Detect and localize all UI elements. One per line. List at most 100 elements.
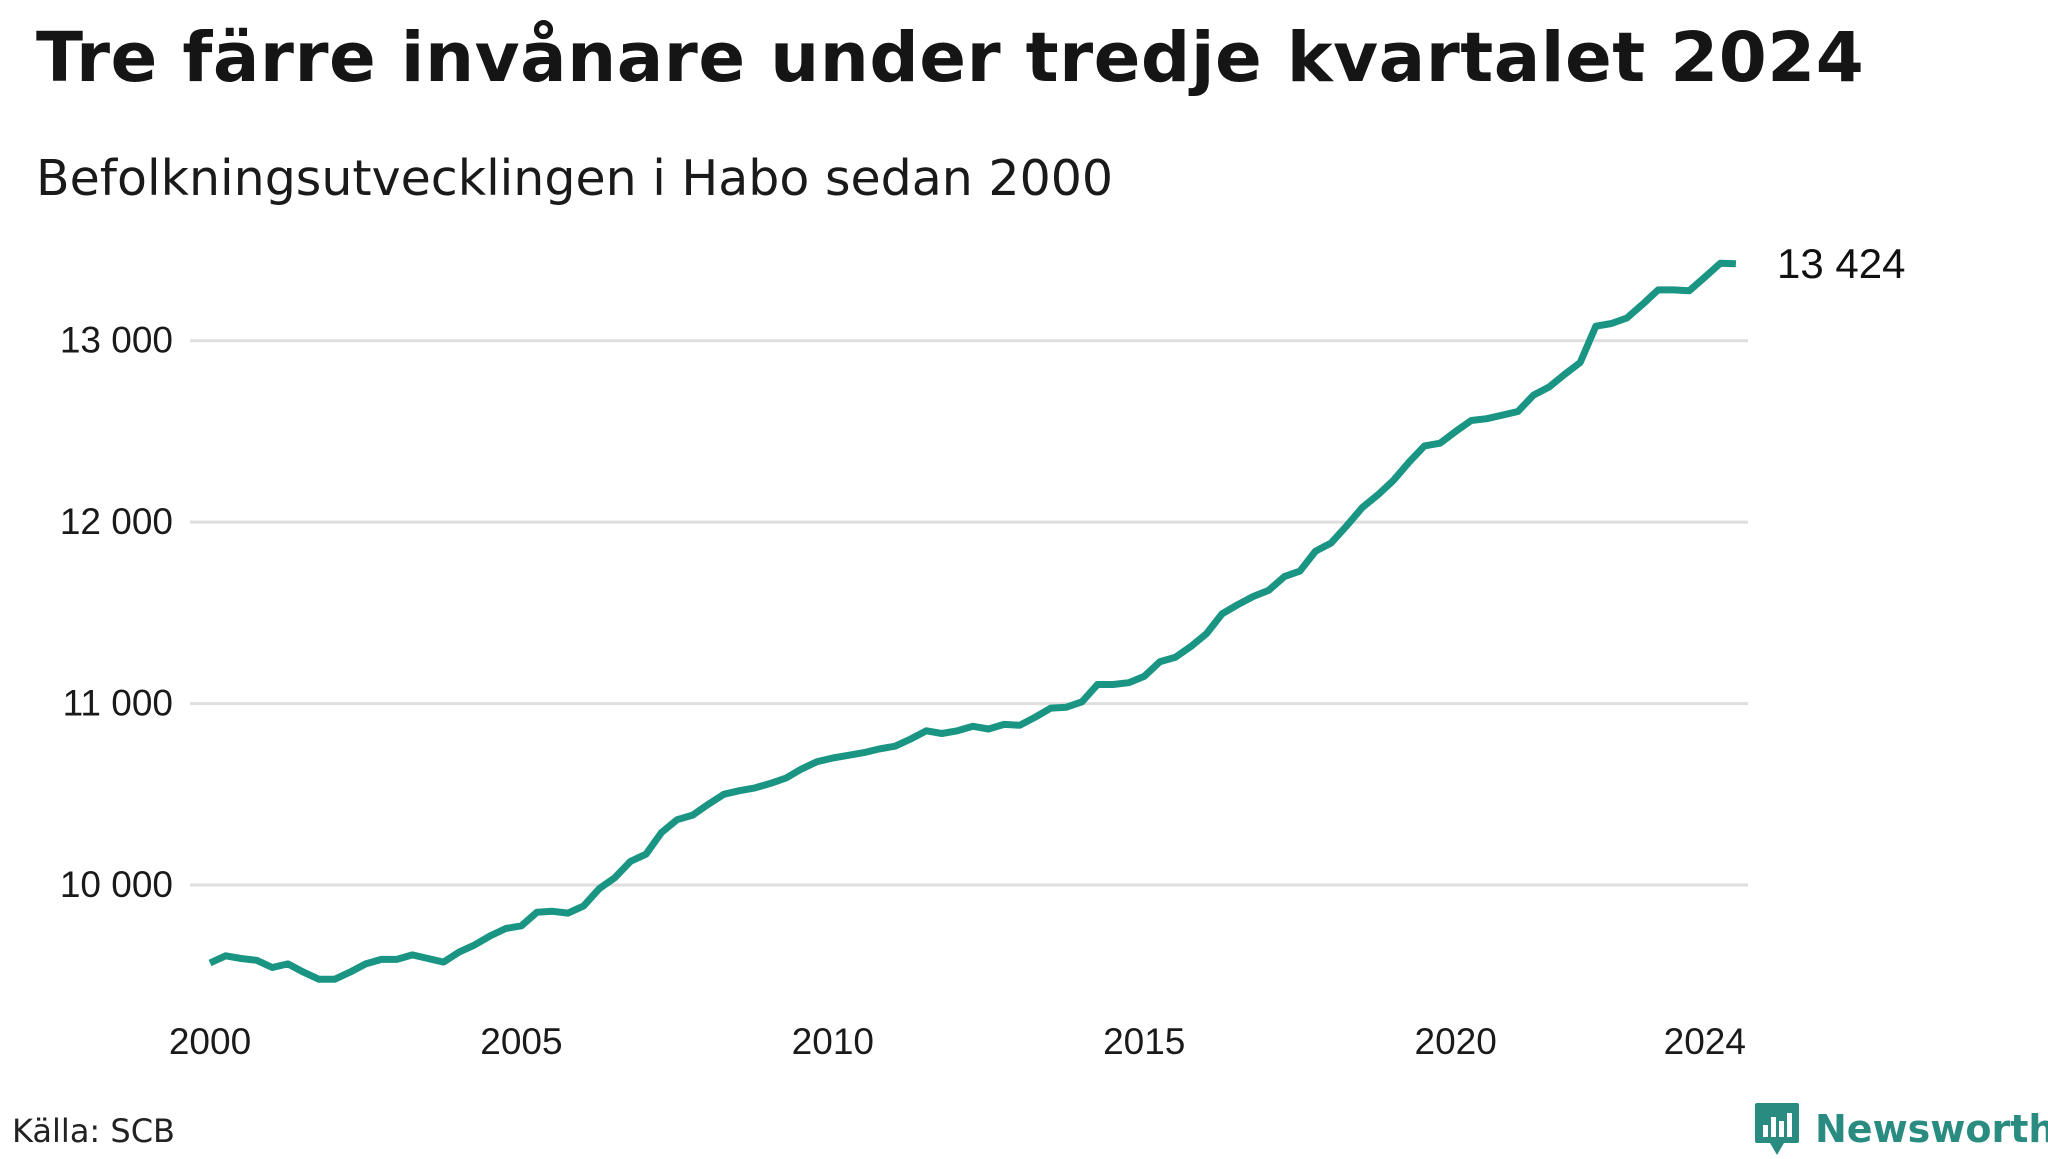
data-point — [1080, 700, 1084, 704]
data-point — [457, 950, 461, 954]
data-point — [348, 970, 352, 974]
data-point — [1672, 288, 1676, 292]
data-point — [1251, 595, 1255, 599]
data-point — [551, 909, 555, 913]
data-point — [1547, 385, 1551, 389]
data-point — [301, 970, 305, 974]
data-point — [878, 747, 882, 751]
data-point — [1391, 478, 1395, 482]
x-tick-label: 2010 — [792, 1021, 874, 1062]
data-point — [582, 904, 586, 908]
data-point — [1532, 393, 1536, 397]
x-tick-label: 2000 — [169, 1021, 251, 1062]
data-point — [1407, 460, 1411, 464]
annotations: 13 424 — [1777, 240, 1905, 287]
data-point — [1282, 575, 1286, 579]
data-point — [1173, 655, 1177, 659]
data-point — [924, 729, 928, 733]
data-point — [1516, 409, 1520, 413]
data-point — [1018, 723, 1022, 727]
data-point — [395, 957, 399, 961]
y-tick-label: 10 000 — [60, 864, 173, 905]
data-point — [286, 962, 290, 966]
y-tick-label: 11 000 — [63, 683, 173, 724]
data-point — [1687, 289, 1691, 293]
data-point — [1267, 588, 1271, 592]
data-point — [722, 792, 726, 796]
series-layer — [208, 259, 1737, 983]
x-tick-label: 2020 — [1415, 1021, 1497, 1062]
x-tick-label: 2024 — [1664, 1021, 1746, 1062]
data-point — [1236, 603, 1240, 607]
data-point — [1376, 493, 1380, 497]
series-line — [208, 259, 1737, 983]
data-point — [1625, 316, 1629, 320]
y-tick-label: 12 000 — [60, 501, 173, 542]
data-point — [1205, 632, 1209, 636]
data-point — [1142, 674, 1146, 678]
data-point — [333, 977, 337, 981]
data-point — [1500, 413, 1504, 417]
gridlines — [190, 339, 1748, 887]
data-point — [535, 910, 539, 914]
data-point — [644, 852, 648, 856]
data-point — [364, 962, 368, 966]
data-point — [1703, 275, 1707, 279]
data-point — [800, 767, 804, 771]
data-point — [1360, 506, 1364, 510]
data-point — [597, 887, 601, 891]
data-point — [1298, 569, 1302, 573]
data-point — [1641, 302, 1645, 306]
brand-logo[interactable]: Newsworthy — [1753, 1099, 2048, 1159]
data-point — [410, 953, 414, 957]
data-point — [504, 927, 508, 931]
data-point — [255, 958, 259, 962]
data-point — [1002, 722, 1006, 726]
data-point — [1345, 524, 1349, 528]
data-point — [488, 934, 492, 938]
data-point — [893, 744, 897, 748]
data-point — [270, 966, 274, 970]
chart-subtitle: Befolkningsutvecklingen i Habo sedan 200… — [36, 150, 1114, 207]
data-point — [1438, 441, 1442, 445]
data-point — [909, 737, 913, 741]
data-point — [1656, 288, 1660, 292]
data-point — [971, 724, 975, 728]
data-point — [784, 776, 788, 780]
data-point — [940, 732, 944, 736]
data-point — [442, 960, 446, 964]
chart-title: Tre färre invånare under tredje kvartale… — [36, 18, 1865, 98]
data-point — [1064, 705, 1068, 709]
data-point — [566, 911, 570, 915]
data-point — [1096, 683, 1100, 687]
data-point — [955, 729, 959, 733]
data-point — [846, 753, 850, 757]
end-value-label: 13 424 — [1777, 240, 1905, 287]
data-point — [831, 756, 835, 760]
data-point — [1578, 360, 1582, 364]
data-point — [1220, 612, 1224, 616]
data-point — [1563, 372, 1567, 376]
data-point — [426, 956, 430, 960]
data-point — [1049, 706, 1053, 710]
brand-name: Newsworthy — [1815, 1107, 2048, 1151]
data-point — [753, 786, 757, 790]
data-point — [1423, 444, 1427, 448]
data-point — [628, 859, 632, 863]
data-point — [815, 760, 819, 764]
data-point — [1469, 419, 1473, 423]
y-axis: 10 000 11 000 12 000 13 000 — [60, 320, 173, 905]
data-point — [675, 818, 679, 822]
data-point — [239, 956, 243, 960]
data-point — [1033, 715, 1037, 719]
data-point — [1111, 683, 1115, 687]
data-point — [317, 977, 321, 981]
x-axis: 2000 2005 2010 2015 2020 2024 — [169, 1021, 1746, 1062]
data-point — [1718, 261, 1722, 265]
data-point — [1127, 681, 1131, 685]
data-point — [1158, 660, 1162, 664]
newsworthy-logo-icon — [1755, 1103, 1799, 1155]
x-tick-label: 2015 — [1103, 1021, 1185, 1062]
data-point — [769, 781, 773, 785]
